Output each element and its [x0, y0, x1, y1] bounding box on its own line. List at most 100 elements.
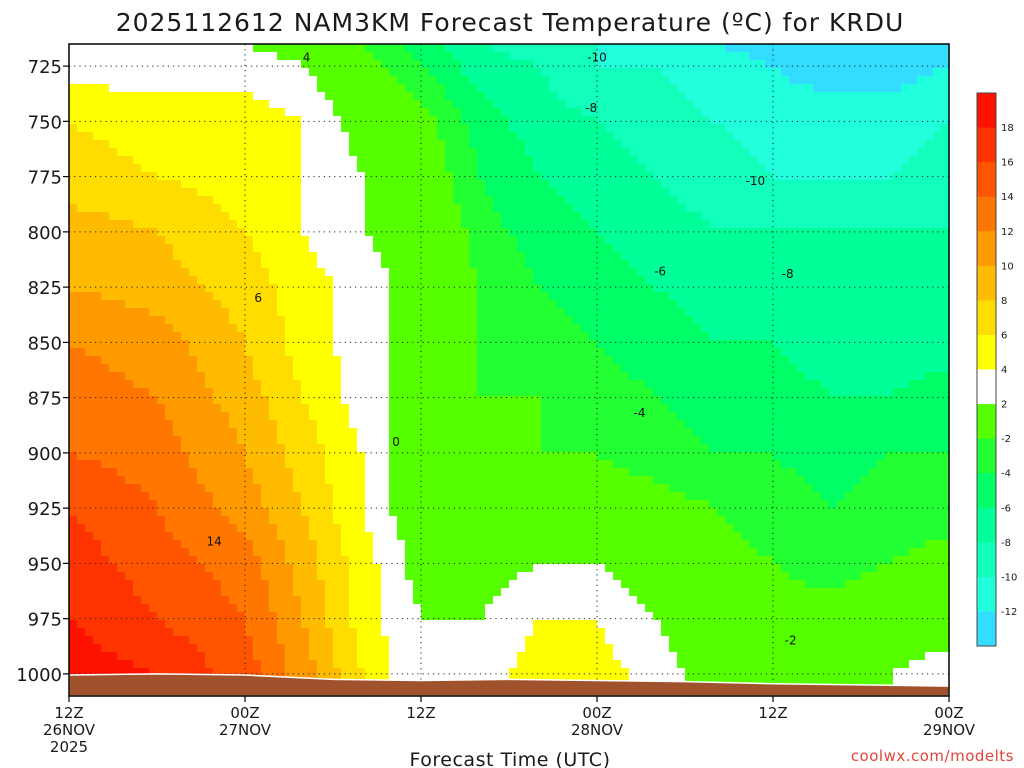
field-cell	[117, 388, 126, 397]
field-cell	[413, 404, 422, 413]
field-cell	[333, 300, 342, 309]
field-cell	[501, 100, 510, 109]
field-cell	[685, 204, 694, 213]
field-cell	[405, 148, 414, 157]
field-cell	[893, 92, 902, 101]
field-cell	[293, 220, 302, 229]
field-cell	[261, 132, 270, 141]
field-cell	[685, 316, 694, 325]
field-cell	[509, 284, 518, 293]
field-cell	[525, 340, 534, 349]
field-cell	[261, 116, 270, 125]
field-cell	[573, 332, 582, 341]
field-cell	[557, 188, 566, 197]
field-cell	[445, 44, 454, 53]
field-cell	[629, 212, 638, 221]
field-cell	[517, 228, 526, 237]
field-cell	[357, 140, 366, 149]
field-cell	[397, 116, 406, 125]
field-cell	[69, 180, 78, 189]
field-cell	[533, 212, 542, 221]
field-cell	[397, 76, 406, 85]
field-cell	[85, 396, 94, 405]
field-cell	[453, 68, 462, 77]
field-cell	[829, 228, 838, 237]
field-cell	[277, 260, 286, 269]
field-cell	[429, 396, 438, 405]
field-cell	[341, 380, 350, 389]
field-cell	[533, 348, 542, 357]
field-cell	[821, 332, 830, 341]
field-cell	[781, 108, 790, 117]
field-cell	[253, 52, 262, 61]
field-cell	[909, 164, 918, 173]
field-cell	[909, 196, 918, 205]
field-cell	[813, 332, 822, 341]
field-cell	[781, 172, 790, 181]
field-cell	[493, 140, 502, 149]
field-cell	[933, 204, 942, 213]
field-cell	[541, 396, 550, 405]
field-cell	[701, 308, 710, 317]
field-cell	[221, 84, 230, 93]
field-cell	[773, 140, 782, 149]
field-cell	[557, 332, 566, 341]
field-cell	[885, 60, 894, 69]
field-cell	[165, 180, 174, 189]
field-cell	[501, 308, 510, 317]
field-cell	[381, 164, 390, 173]
field-cell	[389, 252, 398, 261]
field-cell	[205, 148, 214, 157]
field-cell	[765, 188, 774, 197]
field-cell	[381, 308, 390, 317]
field-cell	[813, 252, 822, 261]
field-cell	[621, 396, 630, 405]
field-cell	[541, 108, 550, 117]
field-cell	[717, 228, 726, 237]
field-cell	[869, 220, 878, 229]
field-cell	[317, 308, 326, 317]
field-cell	[629, 380, 638, 389]
field-cell	[453, 332, 462, 341]
field-cell	[357, 148, 366, 157]
field-cell	[549, 244, 558, 253]
field-cell	[149, 388, 158, 397]
field-cell	[309, 132, 318, 141]
field-cell	[365, 404, 374, 413]
field-cell	[397, 220, 406, 229]
field-cell	[685, 108, 694, 117]
field-cell	[69, 68, 78, 77]
field-cell	[533, 92, 542, 101]
field-cell	[709, 108, 718, 117]
field-cell	[413, 300, 422, 309]
field-cell	[709, 148, 718, 157]
field-cell	[861, 68, 870, 77]
field-cell	[837, 60, 846, 69]
field-cell	[725, 244, 734, 253]
field-cell	[229, 164, 238, 173]
field-cell	[429, 340, 438, 349]
field-cell	[605, 244, 614, 253]
field-cell	[125, 380, 134, 389]
field-cell	[221, 388, 230, 397]
field-cell	[493, 212, 502, 221]
field-cell	[405, 268, 414, 277]
field-cell	[925, 236, 934, 245]
field-cell	[101, 84, 110, 93]
field-cell	[253, 308, 262, 317]
field-cell	[829, 252, 838, 261]
field-cell	[277, 324, 286, 333]
field-cell	[109, 388, 118, 397]
field-cell	[781, 92, 790, 101]
field-cell	[613, 388, 622, 397]
field-cell	[477, 388, 486, 397]
field-cell	[645, 76, 654, 85]
field-cell	[165, 364, 174, 373]
field-cell	[485, 148, 494, 157]
field-cell	[181, 148, 190, 157]
field-cell	[861, 252, 870, 261]
field-cell	[365, 228, 374, 237]
field-cell	[525, 260, 534, 269]
field-cell	[517, 60, 526, 69]
field-cell	[117, 100, 126, 109]
